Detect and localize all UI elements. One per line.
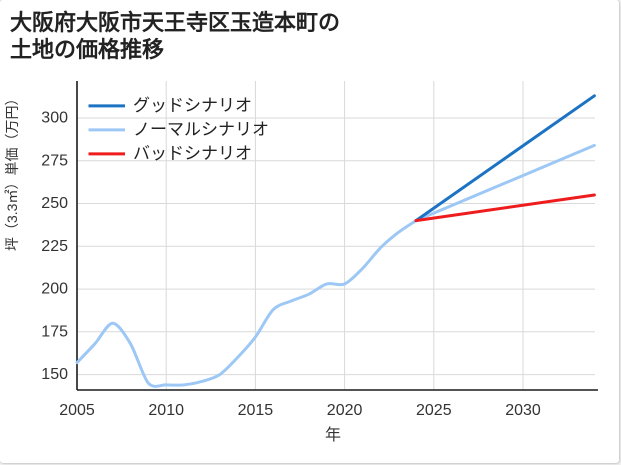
svg-text:175: 175	[41, 323, 68, 340]
svg-text:250: 250	[41, 195, 68, 212]
svg-text:300: 300	[41, 110, 68, 127]
svg-text:バッドシナリオ: バッドシナリオ	[133, 144, 252, 163]
svg-text:200: 200	[41, 281, 68, 298]
svg-text:グッドシナリオ: グッドシナリオ	[133, 96, 252, 115]
svg-text:275: 275	[41, 152, 68, 169]
svg-text:2015: 2015	[238, 402, 274, 419]
svg-text:2005: 2005	[59, 402, 95, 419]
svg-text:2030: 2030	[505, 402, 541, 419]
svg-text:2020: 2020	[327, 402, 363, 419]
svg-text:ノーマルシナリオ: ノーマルシナリオ	[133, 120, 269, 139]
svg-text:150: 150	[41, 366, 68, 383]
svg-text:225: 225	[41, 238, 68, 255]
svg-text:2025: 2025	[416, 402, 452, 419]
svg-text:年: 年	[325, 426, 341, 444]
svg-text:2010: 2010	[148, 402, 184, 419]
